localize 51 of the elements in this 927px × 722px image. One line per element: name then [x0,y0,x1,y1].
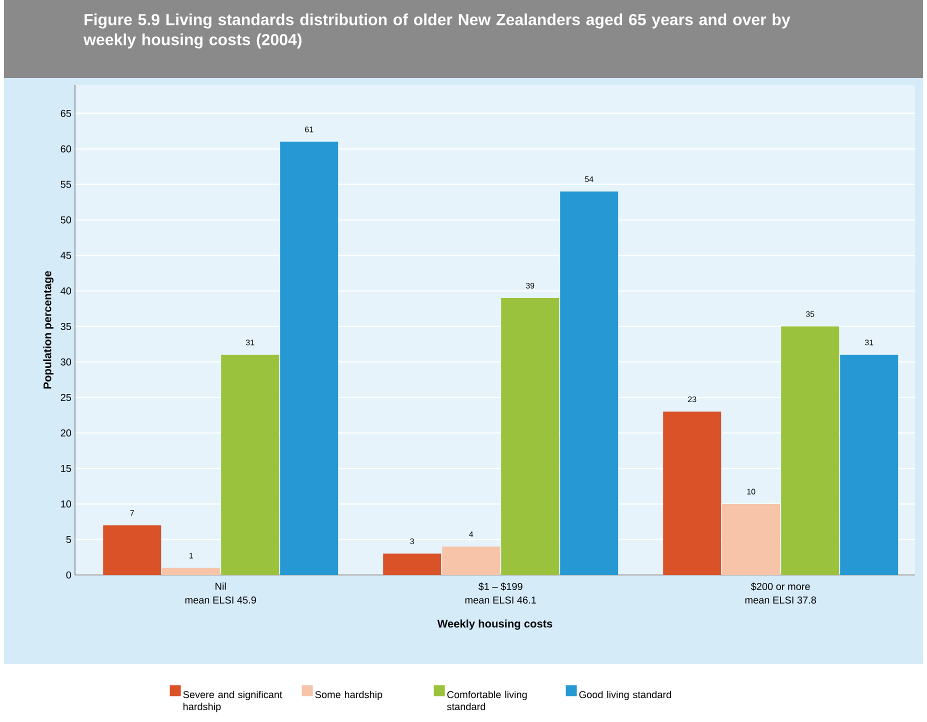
y-tick-label: 25 [60,394,72,401]
text: mean ELSI 37.8 [745,596,816,604]
x-axis-title: Weekly housing costs [437,619,552,630]
data-label: 10 [747,488,756,494]
bar [840,354,898,575]
data-label: 4 [469,532,474,538]
bar [442,546,500,575]
text: mean ELSI 45.9 [185,596,256,604]
bar [280,142,338,575]
y-tick-label: 30 [60,358,72,366]
legend-label: Good living standard [579,690,671,700]
y-tick-label: 50 [60,216,72,224]
chart-title: Figure 5.9 Living standards distribution of older New Zealanders aged 65 years and over by weekly housing costs (2004) [83,14,790,48]
y-axis-title: Population percentage [43,271,54,389]
data-label: 31 [246,340,254,346]
data-label: 23 [688,396,696,402]
x-tick-label: $1 – $199 [478,582,522,591]
data-label: 31 [864,340,874,346]
y-tick-label: 60 [60,145,72,152]
legend-label: Comfortable living standard [447,690,527,710]
data-label: 35 [806,311,814,317]
y-tick-label: 0 [66,571,72,579]
y-tick-label: 45 [60,252,72,259]
data-label: 61 [305,126,314,132]
data-label: 54 [584,176,594,182]
legend-label: Severe and significant hardship [183,690,282,712]
y-tick-label: 10 [61,500,72,508]
data-label: 7 [130,510,134,516]
y-tick-label: 15 [61,464,72,472]
bar [560,192,618,575]
x-tick-label: Nil [216,582,226,590]
bar [103,525,162,575]
bar [383,554,442,575]
data-label: 39 [526,282,534,288]
y-tick-label: 40 [60,287,72,294]
bar [162,568,220,575]
y-tick-label: 35 [60,322,72,330]
data-label: 1 [189,552,193,558]
bar [781,326,840,575]
y-tick-label: 55 [60,180,72,188]
y-tick-label: 20 [60,429,72,436]
x-tick-label: $200 or more [750,582,810,591]
legend-label: Some hardship [315,690,382,700]
y-tick-label: 5 [66,536,72,543]
y-tick-label: 65 [60,110,72,117]
bar [663,412,722,575]
bar [722,504,780,575]
text: mean ELSI 46.1 [465,596,536,604]
bar [221,354,280,575]
data-label: 3 [410,538,414,544]
bar [501,298,560,575]
